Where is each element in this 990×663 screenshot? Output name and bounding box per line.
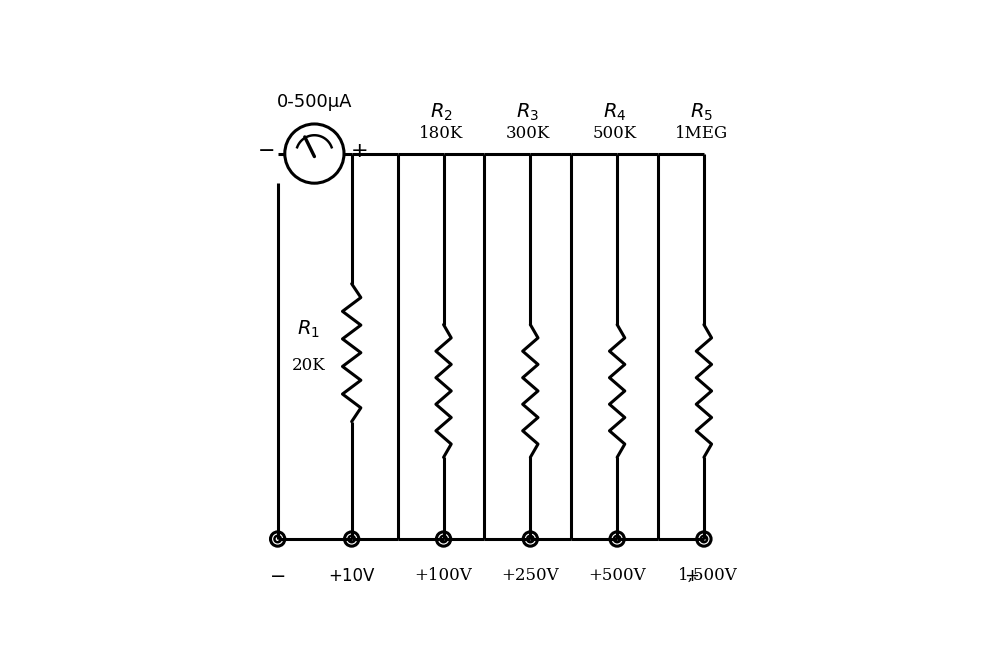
Text: +: + (684, 567, 699, 585)
Text: $R_2$: $R_2$ (430, 102, 452, 123)
Text: +: + (350, 141, 368, 161)
Text: $R_1$: $R_1$ (297, 319, 320, 340)
Text: +10V: +10V (329, 567, 375, 585)
Text: −: − (269, 567, 286, 586)
Text: −: − (258, 141, 275, 161)
Text: 1,500V: 1,500V (678, 567, 738, 584)
Text: $R_4$: $R_4$ (603, 102, 627, 123)
Text: 1MEG: 1MEG (675, 125, 728, 142)
Text: $R_3$: $R_3$ (516, 102, 540, 123)
Text: 0-500μA: 0-500μA (276, 93, 352, 111)
Text: +100V: +100V (415, 567, 472, 584)
Text: +500V: +500V (588, 567, 645, 584)
Text: 300K: 300K (506, 125, 550, 142)
Text: $R_5$: $R_5$ (690, 102, 713, 123)
Text: 500K: 500K (592, 125, 637, 142)
Text: 20K: 20K (291, 357, 325, 374)
Text: 180K: 180K (419, 125, 463, 142)
Text: +250V: +250V (502, 567, 559, 584)
